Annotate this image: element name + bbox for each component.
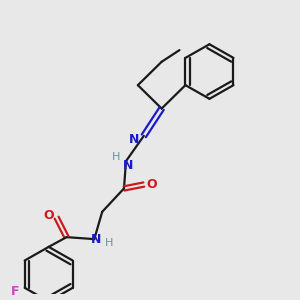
Text: F: F <box>11 285 19 298</box>
Text: O: O <box>146 178 157 191</box>
Text: H: H <box>105 238 113 248</box>
Text: H: H <box>112 152 120 162</box>
Text: N: N <box>123 159 133 172</box>
Text: O: O <box>44 209 54 222</box>
Text: N: N <box>91 232 101 246</box>
Text: N: N <box>129 133 139 146</box>
